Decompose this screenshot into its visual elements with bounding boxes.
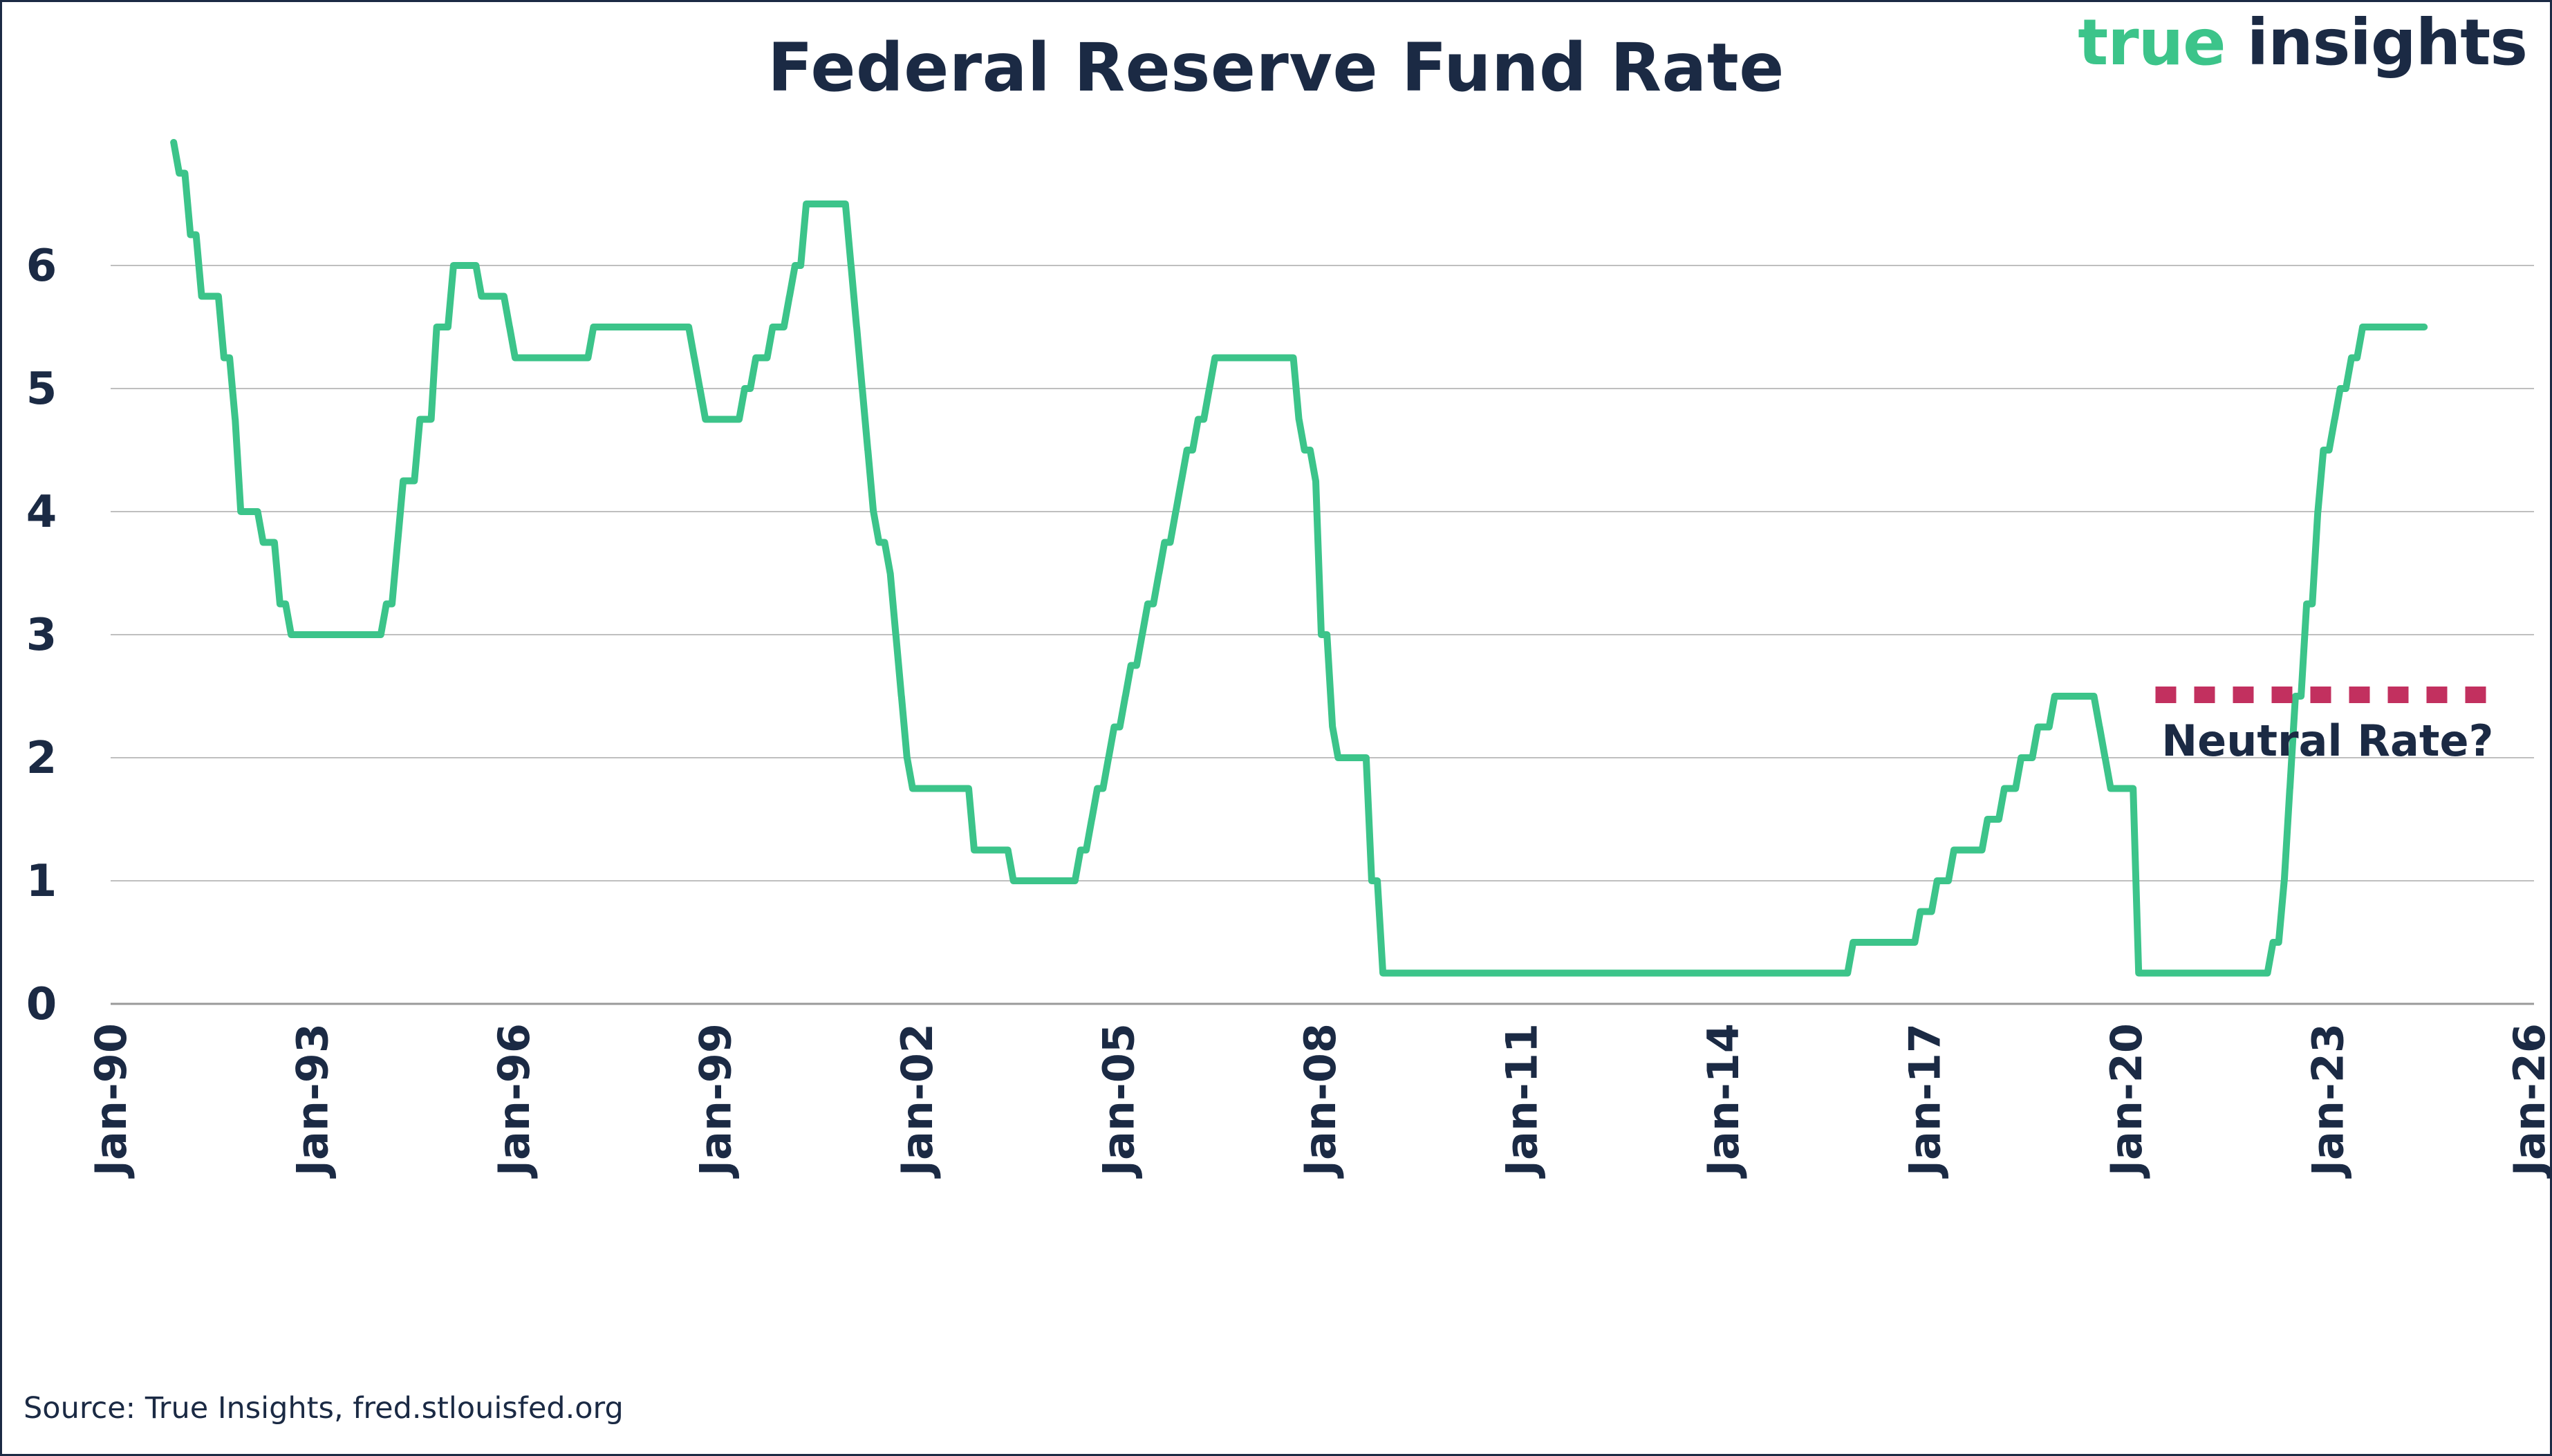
neutral-rate-label: Neutral Rate? [2161,716,2493,766]
x-tick-label: Jan-05 [1094,1023,1144,1179]
x-tick-label: Jan-96 [489,1023,539,1179]
x-tick-label: Jan-99 [691,1023,741,1179]
y-axis: 0 1 2 3 4 5 6 [26,241,57,1030]
y-tick-label: 0 [26,979,57,1030]
source-note: Source: True Insights, fred.stlouisfed.o… [24,1391,624,1426]
x-tick-label: Jan-90 [86,1023,136,1179]
fed-funds-rate-line [170,139,2428,977]
x-tick-label: Jan-93 [288,1023,338,1179]
x-tick-label: Jan-02 [892,1023,942,1179]
series-layer [170,139,2428,977]
logo-word-true: true [2078,6,2226,80]
x-tick-label: Jan-26 [2504,1023,2552,1179]
grid-lines [111,265,2534,1005]
y-tick-label: 2 [26,733,57,784]
chart-title: Federal Reserve Fund Rate [767,29,1785,106]
logo-word-insights: insights [2246,6,2528,80]
x-axis: Jan-90 Jan-93 Jan-96 Jan-99 Jan-02 Jan-05 Jan-… [86,1023,2552,1179]
y-tick-label: 3 [26,610,57,661]
x-tick-label: Jan-08 [1295,1023,1345,1179]
x-tick-label: Jan-14 [1698,1023,1749,1179]
x-tick-label: Jan-17 [1900,1023,1950,1179]
y-tick-label: 4 [26,487,57,538]
x-tick-label: Jan-23 [2303,1023,2354,1179]
brand-logo: true insights [2078,6,2528,80]
x-tick-label: Jan-20 [2101,1023,2152,1179]
y-tick-label: 6 [26,241,57,292]
y-tick-label: 5 [26,364,57,415]
x-tick-label: Jan-11 [1497,1023,1547,1179]
y-tick-label: 1 [26,856,57,907]
annotation-layer: Neutral Rate? [2155,687,2494,766]
